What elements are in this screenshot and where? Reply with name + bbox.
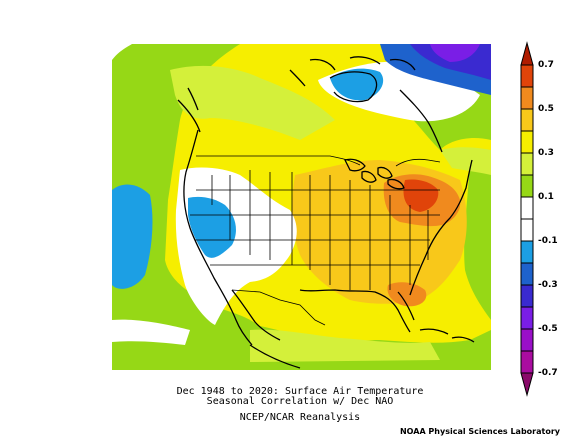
colorbar-segment-1 [520, 86, 534, 110]
field-purple-greenland [430, 44, 480, 62]
colorbar-arrow-bottom [520, 372, 534, 397]
field-lightgreen-canada [170, 65, 335, 140]
colorbar-label-3: 0.1 [538, 192, 554, 202]
colorbar-segment-9 [520, 262, 534, 286]
field-green-atlantic [464, 160, 491, 320]
colorbar-segment-6 [520, 196, 534, 220]
shaded-field [112, 44, 491, 370]
colorbar-label-4: -0.1 [538, 236, 558, 246]
field-lightgreen-atlantic [440, 147, 491, 175]
colorbar-segment-13 [520, 350, 534, 374]
colorbar-segment-3 [520, 130, 534, 154]
credit-label: NOAA Physical Sciences Laboratory [399, 427, 560, 436]
field-green-west [112, 44, 262, 370]
colorbar-label-0: 0.7 [538, 60, 554, 70]
field-blue-basin [188, 196, 236, 258]
field-red-orange [403, 179, 439, 212]
colorbar-segment-12 [520, 328, 534, 352]
colorbar-segment-5 [520, 174, 534, 198]
field-blue-pacific [112, 184, 153, 289]
colorbar-segment-0 [520, 64, 534, 88]
colorbar-segment-10 [520, 284, 534, 308]
caption-line-2: Seasonal Correlation w/ Dec NAO [206, 396, 394, 407]
caption-line-3: NCEP/NCAR Reanalysis [239, 412, 361, 423]
colorbar-arrow-top [520, 41, 534, 66]
caption-line-1: Dec 1948 to 2020: Surface Air Temperatur… [176, 386, 424, 397]
field-orange-southeast [387, 282, 427, 307]
field-white-pacific [112, 319, 190, 345]
borders [190, 155, 441, 326]
colorbar-label-6: -0.5 [538, 324, 558, 334]
coastlines [177, 56, 475, 369]
colorbar-segment-7 [520, 218, 534, 242]
colorbar-label-7: -0.7 [538, 368, 558, 378]
colorbar-segment-11 [520, 306, 534, 330]
colorbar-label-1: 0.5 [538, 104, 554, 114]
colorbar-segment-8 [520, 240, 534, 264]
colorbar-segment-2 [520, 108, 534, 132]
colorbar-label-2: 0.3 [538, 148, 554, 158]
colorbar-segment-4 [520, 152, 534, 176]
field-lightgreen-south [250, 329, 440, 362]
field-blue-hudson [330, 68, 384, 101]
colorbar-label-5: -0.3 [538, 280, 558, 290]
